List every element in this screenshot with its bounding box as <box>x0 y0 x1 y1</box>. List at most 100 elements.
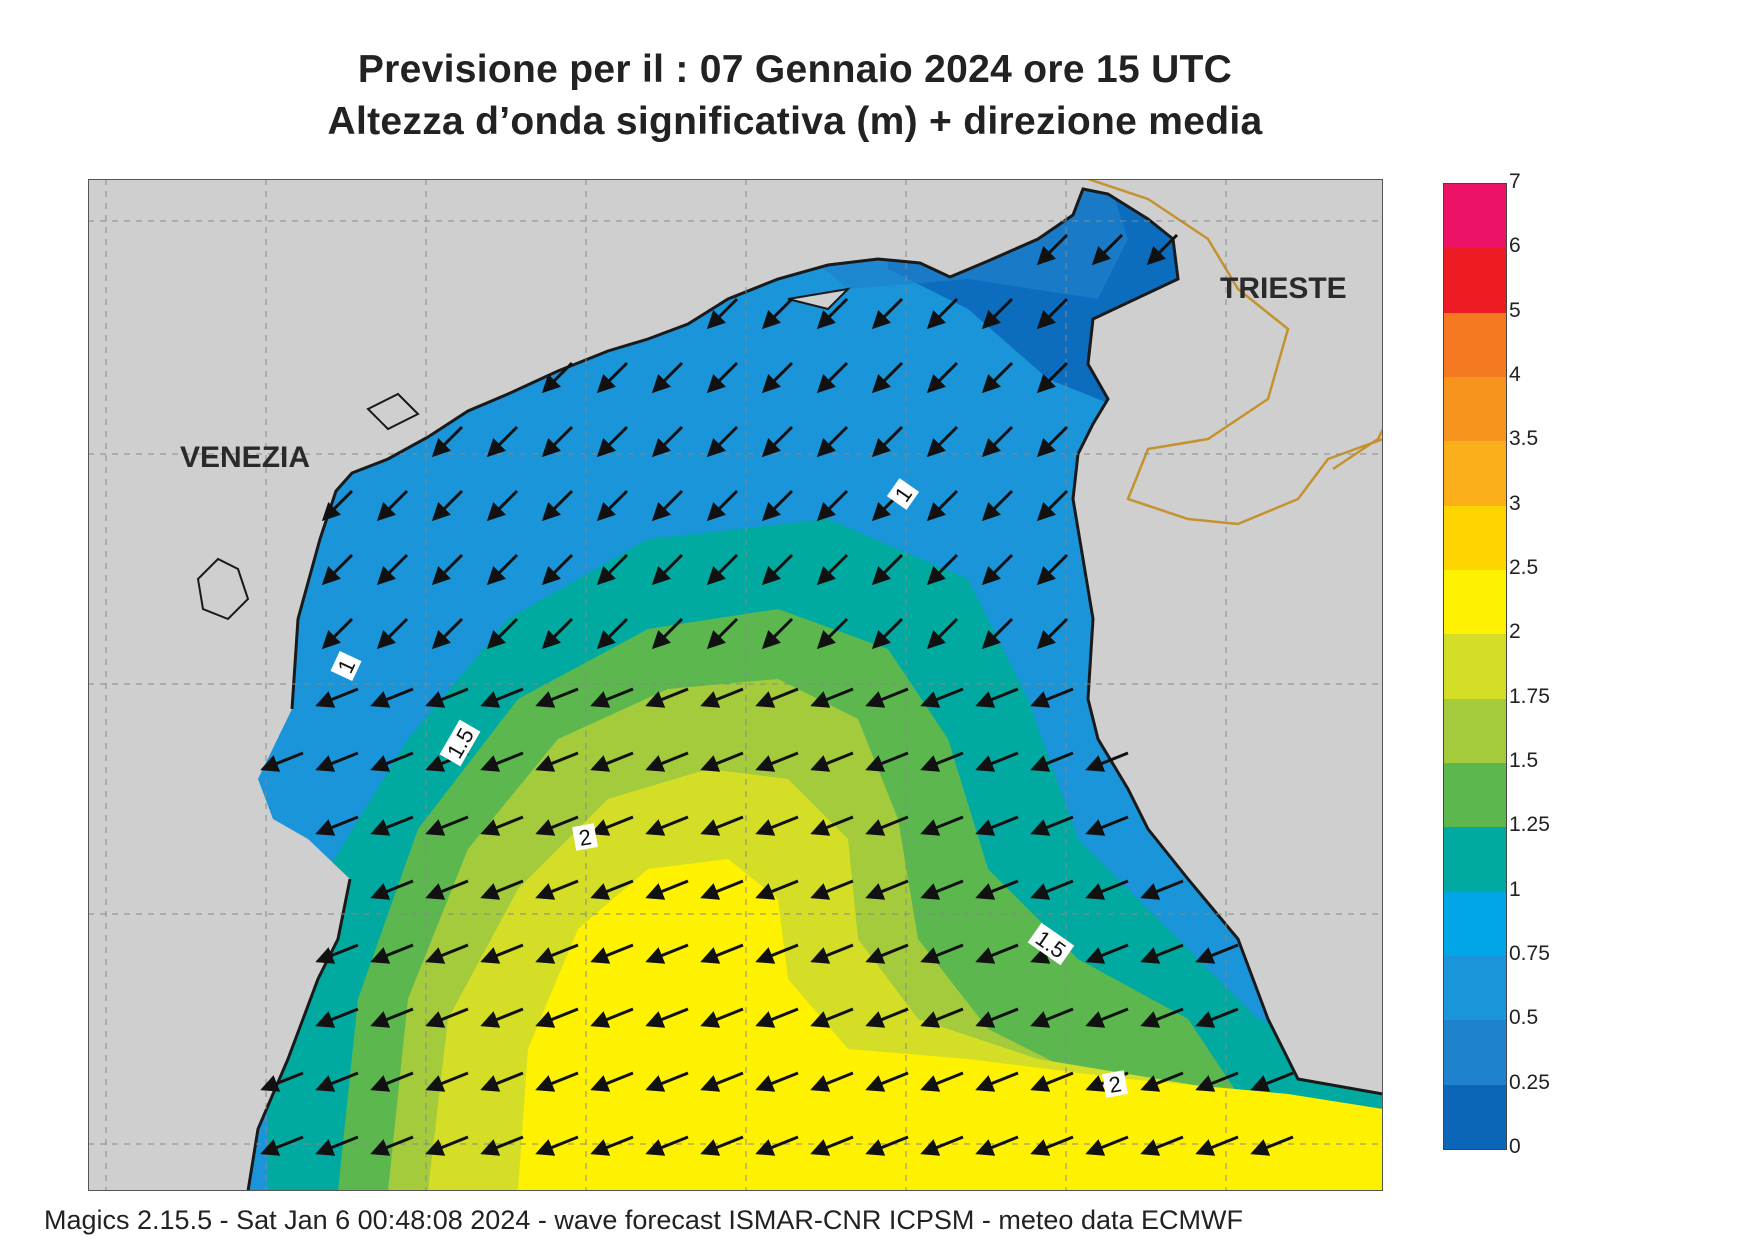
direction-arrow <box>1030 1007 1074 1028</box>
colorbar-tick-label: 1.5 <box>1509 749 1539 772</box>
direction-arrow <box>596 617 629 650</box>
direction-arrow <box>816 425 849 458</box>
direction-arrow <box>871 553 904 586</box>
direction-arrow <box>315 943 359 964</box>
direction-arrow <box>1030 687 1074 708</box>
direction-arrow <box>376 489 409 522</box>
direction-arrow <box>920 879 964 900</box>
direction-arrow <box>541 425 574 458</box>
colorbar-segment <box>1444 1020 1506 1085</box>
contour-label: 2 <box>572 823 598 851</box>
direction-arrow <box>480 687 524 708</box>
direction-arrow <box>645 1007 689 1028</box>
direction-arrow <box>755 1135 799 1156</box>
direction-arrow <box>700 751 744 772</box>
wave-height-map: 1 1 1.5 1.5 2 2 VENEZIA TRIESTE <box>88 179 1383 1191</box>
direction-arrow <box>871 361 904 394</box>
direction-arrow <box>810 815 854 836</box>
direction-arrow <box>926 553 959 586</box>
direction-arrow <box>425 879 469 900</box>
direction-arrow <box>865 1071 909 1092</box>
direction-arrow <box>920 815 964 836</box>
direction-arrow <box>761 425 794 458</box>
direction-arrow <box>1036 489 1069 522</box>
direction-arrow <box>315 815 359 836</box>
direction-arrow <box>810 1071 854 1092</box>
direction-arrow <box>1091 233 1124 266</box>
direction-arrow <box>810 751 854 772</box>
direction-arrow <box>810 1135 854 1156</box>
colorbar-segment <box>1444 634 1506 699</box>
direction-arrow <box>1250 1071 1294 1092</box>
colorbar-tick-label: 0 <box>1509 1135 1521 1158</box>
direction-arrow <box>1036 297 1069 330</box>
direction-arrow <box>1085 943 1129 964</box>
direction-arrow <box>596 425 629 458</box>
colorbar-tick-label: 2 <box>1509 620 1521 644</box>
direction-arrow <box>480 815 524 836</box>
colorbar-tick-label: 4 <box>1509 363 1521 386</box>
colorbar-segment <box>1444 184 1506 249</box>
direction-arrow <box>981 425 1014 458</box>
direction-arrow <box>810 1007 854 1028</box>
direction-arrow <box>816 617 849 650</box>
direction-arrow <box>1030 1135 1074 1156</box>
direction-arrow <box>755 751 799 772</box>
lagoon-island <box>196 557 250 621</box>
direction-arrow <box>645 751 689 772</box>
direction-arrow <box>590 943 634 964</box>
direction-arrow <box>645 815 689 836</box>
direction-arrow <box>651 617 684 650</box>
direction-arrow <box>370 1007 414 1028</box>
direction-arrow <box>1085 1135 1129 1156</box>
direction-arrow <box>706 425 739 458</box>
direction-arrow <box>535 879 579 900</box>
direction-arrow <box>486 553 519 586</box>
direction-arrow <box>645 1135 689 1156</box>
direction-arrow <box>1030 815 1074 836</box>
direction-arrow <box>865 943 909 964</box>
direction-arrow <box>1195 1135 1239 1156</box>
direction-arrow <box>816 297 849 330</box>
direction-arrow <box>981 361 1014 394</box>
contour-label: 2 <box>1102 1070 1128 1098</box>
colorbar-tick-label: 1.75 <box>1509 684 1550 708</box>
direction-arrow <box>816 489 849 522</box>
direction-arrow <box>700 879 744 900</box>
direction-arrow <box>761 617 794 650</box>
direction-arrow <box>315 687 359 708</box>
direction-arrow <box>260 751 304 772</box>
direction-arrow <box>761 553 794 586</box>
direction-arrow <box>761 361 794 394</box>
direction-arrow <box>871 617 904 650</box>
direction-arrow <box>871 297 904 330</box>
direction-arrow <box>486 489 519 522</box>
direction-arrow <box>370 751 414 772</box>
direction-arrow <box>975 1007 1019 1028</box>
direction-arrow <box>920 1007 964 1028</box>
direction-arrow <box>321 553 354 586</box>
direction-arrow <box>1140 943 1184 964</box>
city-label-venezia: VENEZIA <box>180 441 310 474</box>
direction-arrow <box>535 1071 579 1092</box>
direction-arrow <box>706 617 739 650</box>
direction-arrow <box>926 489 959 522</box>
colorbar-segment <box>1444 698 1506 763</box>
direction-arrow <box>260 1071 304 1092</box>
contour-label: 1 <box>330 650 362 682</box>
direction-arrow <box>645 1071 689 1092</box>
direction-arrow <box>700 1071 744 1092</box>
direction-arrow <box>431 617 464 650</box>
direction-arrow <box>651 361 684 394</box>
direction-arrow <box>755 943 799 964</box>
direction-arrow <box>425 1007 469 1028</box>
direction-arrow <box>535 1135 579 1156</box>
direction-arrow <box>315 1135 359 1156</box>
direction-arrow <box>810 879 854 900</box>
colorbar-tick-label: 1 <box>1509 877 1521 901</box>
direction-arrow <box>260 1135 304 1156</box>
direction-arrow <box>480 1135 524 1156</box>
colorbar-segment <box>1444 248 1506 313</box>
direction-arrow <box>590 1071 634 1092</box>
direction-arrow <box>590 1135 634 1156</box>
